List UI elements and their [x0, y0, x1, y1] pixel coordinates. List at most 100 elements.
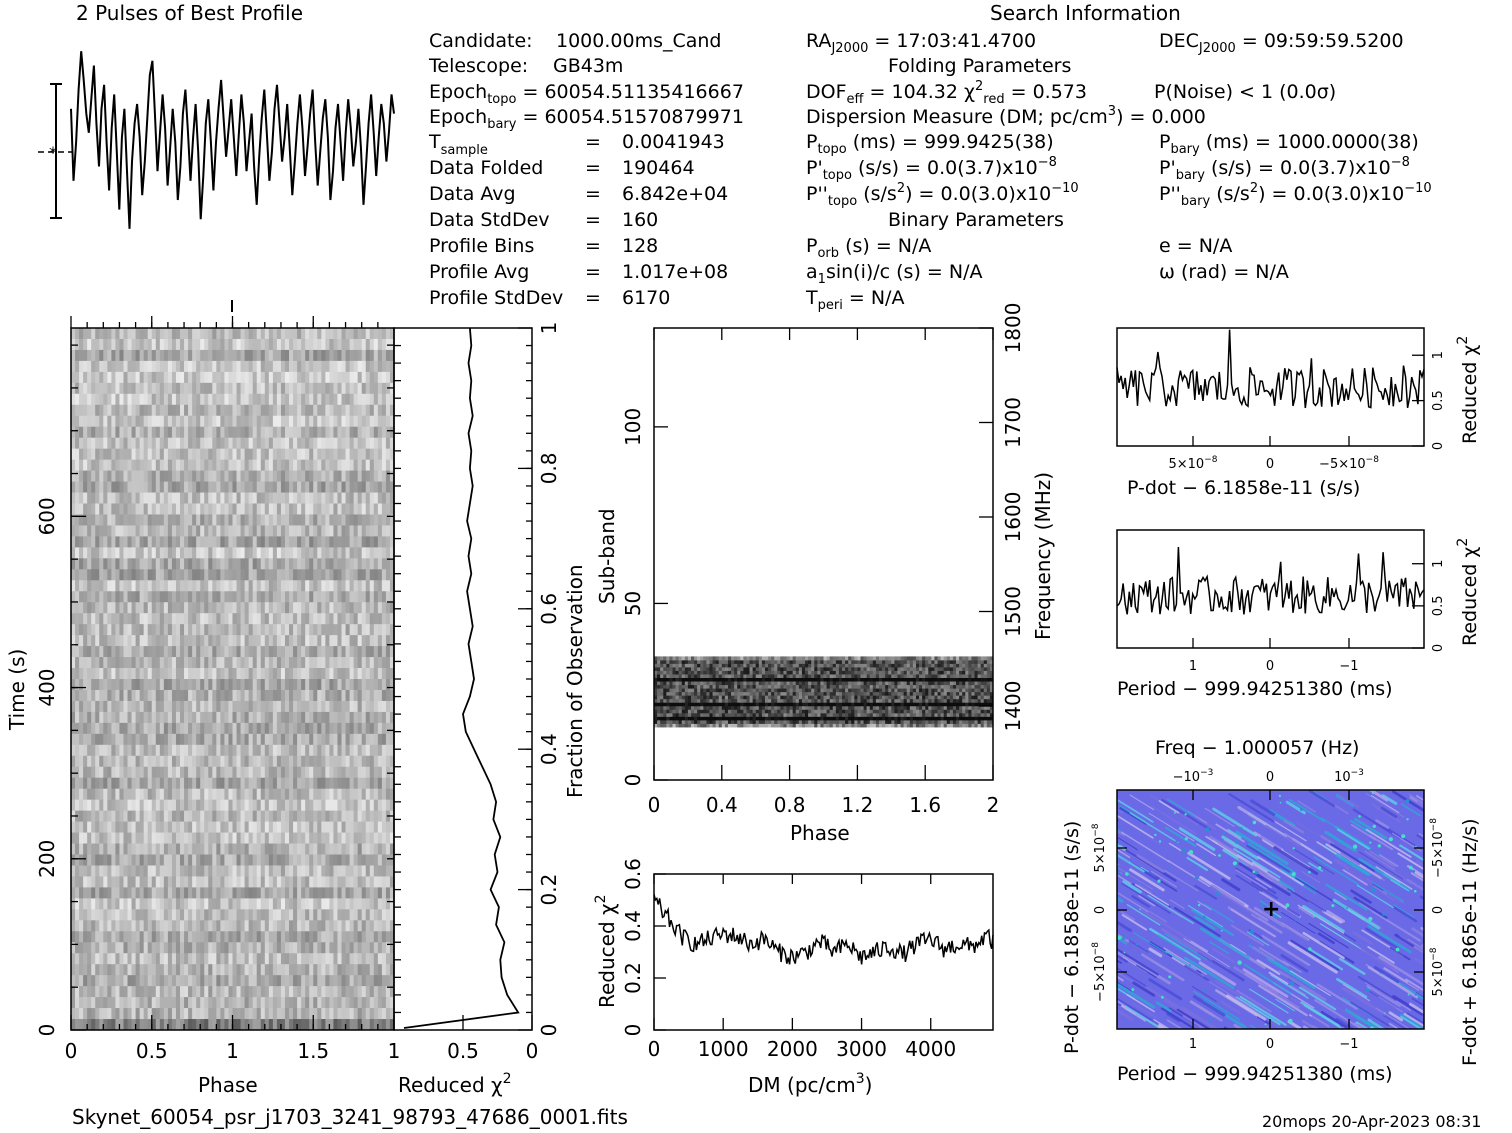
pd-line-ytick: 1: [1431, 351, 1446, 359]
tperi-value: N/A: [871, 287, 905, 309]
binary-title: Binary Parameters: [888, 209, 1064, 231]
ppd-xtick: −1: [1339, 1037, 1358, 1052]
ct-ytick: 1: [537, 322, 561, 335]
dm-ylabel: Reduced χ: [595, 903, 619, 1008]
ppd-x2tick: 10−3: [1334, 768, 1364, 785]
pd-xlabel: P-dot − 6.1858e-11 (s/s): [1127, 477, 1360, 499]
pr-line-ytick: 0.5: [1431, 596, 1446, 617]
pd-ylabel: Reduced χ: [1459, 345, 1481, 444]
dm-ytick: 0: [621, 1024, 645, 1037]
ct-xtick: 0: [526, 1039, 539, 1063]
sb-y2tick: 1700: [1001, 397, 1025, 448]
ppd-ytick: −5×10−8: [1091, 942, 1108, 1002]
pd-line-xtick: 0: [1266, 457, 1274, 472]
candidate-info: Candidate: 1000.00ms_Cand Telescope: GB4…: [428, 30, 744, 309]
candidate-value: 1000.00ms_Cand: [556, 30, 722, 52]
ra-value: 17:03:41.4700: [896, 30, 1036, 52]
dm-ytick: 0.4: [621, 910, 645, 942]
dec-value: 09:59:59.5200: [1264, 30, 1404, 52]
ppd-y2tick: 0: [1431, 906, 1446, 914]
tp-ylabel: Time (s): [5, 649, 29, 731]
pddot-bary-value: 0.0(3.0)x10: [1294, 183, 1405, 205]
svg-text:Tsample: Tsample: [428, 131, 488, 158]
subband-plot: 0 0.4 0.8 1.2 1.6 2 0 50 100 1400 1500 1600 1700 1800…: [595, 303, 1055, 845]
pr-ylabel: Reduced χ: [1459, 547, 1481, 646]
profile-bins-value: 128: [622, 235, 658, 257]
ppd-y2label: F-dot + 6.1865e-11 (Hz/s): [1459, 818, 1481, 1066]
svg-text:P'topo (s/s) = 0.0(3.7)x10−8: P'topo (s/s) = 0.0(3.7)x10−8: [806, 155, 1057, 183]
tp-ytick: 0: [35, 1024, 59, 1037]
tp-xtick: 1.5: [297, 1039, 329, 1063]
omega-value: N/A: [1255, 261, 1289, 283]
pr-line-xtick: 0: [1266, 659, 1274, 674]
sb-xtick: 0.4: [706, 793, 738, 817]
telescope-label: Telescope:: [428, 55, 528, 77]
tp-xlabel: Phase: [198, 1073, 258, 1097]
svg-text:Ptopo (ms) = 999.9425(38): Ptopo (ms) = 999.9425(38): [806, 131, 1054, 157]
pddot-topo-value: 0.0(3.0)x10: [941, 183, 1052, 205]
ppd-y2tick: 5×10−8: [1429, 947, 1446, 996]
ptopo-value: 999.9425(38): [924, 131, 1054, 153]
svg-text:Dispersion Measure (DM; pc/cm3: Dispersion Measure (DM; pc/cm3) = 0.000: [806, 104, 1206, 128]
svg-text:Epochtopo = 60054.51135416667: Epochtopo = 60054.51135416667: [429, 81, 744, 107]
ct-xtick: 1: [388, 1039, 401, 1063]
ppd-ylabel: P-dot − 6.1858e-11 (s/s): [1061, 821, 1083, 1054]
filename: Skynet_60054_psr_j1703_3241_98793_47686_…: [72, 1105, 628, 1129]
sb-xtick: 0.8: [774, 793, 806, 817]
sb-y2label: Frequency (MHz): [1031, 472, 1055, 640]
epoch-topo: 60054.51135416667: [544, 81, 743, 103]
pr-line-xtick: −1: [1339, 659, 1358, 674]
dm-xtick: 2000: [767, 1037, 818, 1061]
tsample-value: 0.0041943: [622, 131, 725, 153]
data-avg-label: Data Avg: [429, 183, 516, 205]
ppd-ytick: 0: [1093, 906, 1108, 914]
ppd-y2tick: −5×10−8: [1429, 818, 1446, 878]
ct-ytick: 0: [537, 1024, 561, 1037]
tp-xtick: 0.5: [136, 1039, 168, 1063]
folding-title: Folding Parameters: [888, 55, 1071, 77]
sb-ylabel: Sub-band: [595, 508, 619, 604]
epoch-bary: 60054.51570879971: [544, 106, 743, 128]
svg-text:Pbary (ms) = 1000.0000(38): Pbary (ms) = 1000.0000(38): [1159, 131, 1419, 157]
pr-xlabel: Period − 999.94251380 (ms): [1117, 678, 1393, 700]
ecc-value: N/A: [1199, 235, 1233, 257]
period-chi2-line: [1116, 546, 1425, 615]
ppd-xtick: 0: [1266, 1037, 1274, 1052]
dof-value: 104.32: [891, 81, 957, 103]
sb-xtick: 1.2: [841, 793, 873, 817]
tp-ytick: 600: [35, 497, 59, 535]
ct-ytick: 0.4: [537, 733, 561, 765]
svg-text:=: =: [585, 157, 601, 179]
pd-line-xtick: 5×10−8: [1169, 455, 1218, 472]
period-chi2-plot: 1 0 −1 0 0.5 1 Period − 999.94251380 (ms) Red…: [1116, 529, 1481, 700]
svg-text:Epochbary = 60054.51570879971: Epochbary = 60054.51570879971: [429, 106, 744, 132]
tp-ytick: 400: [35, 668, 59, 706]
svg-text:=: =: [585, 287, 601, 309]
profile-stddev-value: 6170: [622, 287, 670, 309]
timestamp: 20mops 20-Apr-2023 08:31: [1262, 1112, 1481, 1131]
tp-xtick: 0: [65, 1039, 78, 1063]
best-fit-marker: +: [1262, 897, 1280, 922]
ppd-x2tick: −10−3: [1173, 768, 1214, 785]
profile-avg-label: Profile Avg: [429, 261, 529, 283]
ppd-x2label: Freq − 1.000057 (Hz): [1155, 737, 1359, 759]
sb-xlabel: Phase: [790, 821, 850, 845]
sb-ytick: 0: [621, 774, 645, 787]
dm-text: Dispersion Measure (DM; pc/cm: [806, 106, 1108, 128]
profile-line: [70, 51, 395, 229]
ppd-xtick: 1: [1189, 1037, 1197, 1052]
search-info-right: DECJ2000 = 09:59:59.5200 P(Noise) < 1 (0…: [1154, 30, 1432, 283]
ppd-xlabel: Period − 999.94251380 (ms): [1117, 1063, 1393, 1085]
sb-ytick: 100: [621, 408, 645, 446]
dm-xtick: 4000: [905, 1037, 956, 1061]
svg-text:=: =: [585, 261, 601, 283]
pr-line-ytick: 1: [1431, 560, 1446, 568]
search-title: Search Information: [990, 1, 1181, 25]
pr-line-xtick: 1: [1189, 659, 1197, 674]
data-avg-value: 6.842e+04: [622, 183, 728, 205]
data-stddev-value: 160: [622, 209, 658, 231]
profile-plot: *: [38, 51, 395, 312]
data-folded-value: 190464: [622, 157, 695, 179]
